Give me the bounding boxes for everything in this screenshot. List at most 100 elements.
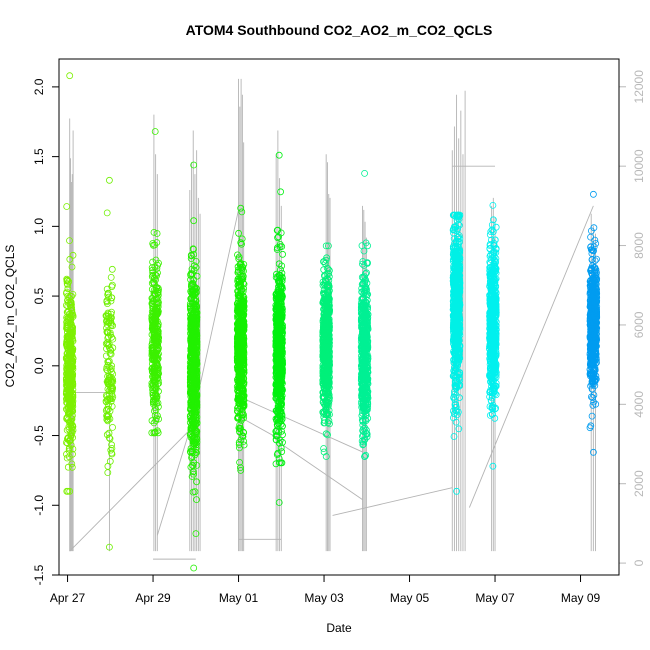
data-point-max	[361, 169, 369, 177]
data-point	[63, 275, 71, 283]
data-point	[154, 335, 161, 343]
data-point	[69, 328, 76, 336]
data-point	[150, 308, 158, 316]
data-point	[154, 365, 162, 373]
data-point	[150, 331, 158, 338]
altitude-transit-line	[281, 443, 363, 500]
data-point	[109, 335, 117, 343]
data-point	[103, 297, 111, 305]
data-point	[69, 393, 77, 401]
data-point	[103, 285, 111, 293]
data-point	[188, 265, 196, 273]
data-point	[104, 379, 112, 387]
data-point	[105, 405, 112, 413]
data-point	[154, 429, 162, 437]
data-point	[105, 429, 113, 437]
data-point-max	[275, 151, 283, 159]
data-point	[150, 419, 158, 427]
data-point	[148, 317, 156, 325]
data-point	[63, 386, 71, 393]
data-point	[104, 328, 112, 336]
data-point	[150, 274, 158, 282]
data-point	[149, 391, 157, 399]
data-point	[152, 391, 160, 398]
data-point	[69, 407, 76, 415]
data-point	[108, 320, 115, 328]
data-point-max	[66, 72, 74, 80]
data-point	[66, 301, 74, 309]
data-point	[152, 276, 160, 284]
flight-point-group	[102, 176, 117, 551]
altitude-transit-line	[238, 395, 363, 453]
data-point	[148, 285, 156, 293]
data-point	[154, 299, 162, 307]
data-point	[69, 397, 77, 405]
data-point	[148, 379, 156, 387]
data-point	[68, 376, 76, 384]
data-point	[63, 280, 71, 288]
data-point	[279, 250, 287, 258]
data-point	[105, 376, 112, 384]
flight-point-group	[357, 169, 372, 460]
data-point	[66, 437, 74, 445]
data-point	[153, 375, 161, 383]
data-point	[65, 363, 73, 371]
data-point	[105, 293, 112, 301]
altitude-transit-line	[332, 487, 453, 516]
data-point	[64, 285, 72, 293]
data-point	[192, 448, 200, 456]
data-point	[149, 300, 157, 308]
data-point	[155, 334, 163, 342]
data-point	[109, 344, 117, 352]
data-point	[151, 411, 159, 419]
data-point	[153, 399, 161, 407]
data-point	[104, 358, 112, 366]
data-point	[151, 404, 159, 411]
data-point-max	[106, 176, 113, 184]
data-point	[64, 393, 72, 401]
data-point-min	[106, 543, 113, 551]
data-point	[68, 263, 76, 271]
data-point	[63, 341, 70, 349]
data-point	[68, 324, 75, 332]
data-point	[153, 340, 161, 348]
data-point	[150, 355, 158, 363]
chart-title: ATOM4 Southbound CO2_AO2_m_CO2_QCLS	[186, 22, 493, 38]
data-point	[154, 377, 162, 384]
data-point	[150, 228, 158, 236]
data-point	[104, 361, 112, 369]
data-point	[109, 322, 116, 330]
data-point	[63, 203, 71, 210]
data-point	[103, 413, 111, 421]
data-point	[154, 269, 161, 277]
data-point	[151, 263, 159, 271]
data-point	[148, 417, 156, 425]
data-point	[64, 292, 72, 300]
data-point	[66, 255, 74, 263]
data-point	[64, 361, 72, 369]
data-point	[150, 290, 158, 298]
data-point	[64, 276, 72, 284]
data-point	[63, 340, 71, 348]
data-point	[104, 328, 111, 335]
data-point	[69, 450, 76, 458]
data-point	[108, 308, 115, 316]
data-point	[107, 273, 115, 281]
data-point	[103, 312, 111, 320]
data-point-min	[151, 429, 159, 437]
data-point	[104, 367, 111, 375]
data-point	[150, 333, 158, 341]
data-point	[68, 304, 75, 311]
altitude-transit-line	[156, 424, 192, 536]
data-point	[152, 271, 159, 279]
data-point	[68, 306, 76, 314]
data-point	[65, 294, 73, 302]
data-point	[150, 407, 158, 415]
data-point	[68, 460, 76, 468]
data-point	[449, 414, 457, 422]
data-point	[154, 291, 162, 299]
data-point	[108, 450, 116, 458]
data-point	[63, 439, 70, 446]
y-axis-label: CO2_AO2_m_CO2_QCLS	[3, 245, 17, 388]
